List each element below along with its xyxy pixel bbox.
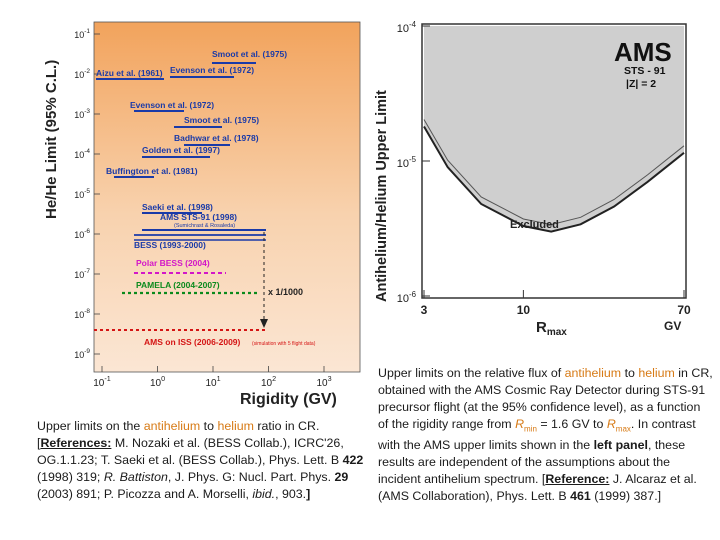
right-caption-rmax: R bbox=[606, 417, 616, 431]
left-y-axis-label: He/He Limit (95% C.L.) bbox=[43, 60, 60, 219]
left-caption-helium: helium bbox=[217, 419, 254, 433]
left-x-tick-label: 10-1 bbox=[93, 374, 111, 389]
label-evenson-1972-b: Evenson et al. (1972) bbox=[130, 100, 214, 110]
right-x-axis-label: Rmax bbox=[536, 319, 567, 338]
left-y-tick-label: 10-3 bbox=[74, 108, 90, 120]
left-y-tick-label: 10-8 bbox=[74, 308, 90, 320]
right-caption-text: . In contrast with the AMS upper limits … bbox=[378, 417, 696, 453]
plot-background bbox=[93, 21, 361, 373]
right-caption-antihelium: antihelium bbox=[564, 366, 622, 380]
upper-limit-curve-shadow bbox=[423, 119, 685, 226]
left-y-tick-label: 10-2 bbox=[74, 68, 90, 80]
right-x-tick-label: 10 bbox=[517, 303, 531, 317]
label-smoot-1975-b: Smoot et al. (1975) bbox=[184, 115, 259, 125]
left-caption-text: , J. Phys. G: Nucl. Part. Phys. bbox=[167, 470, 335, 484]
right-caption-rmax-sub: max bbox=[615, 424, 631, 434]
left-x-tick-label: 100 bbox=[150, 374, 165, 389]
scale-note: x 1/1000 bbox=[268, 287, 303, 297]
left-y-tick-label: 10-4 bbox=[74, 148, 90, 160]
upper-limit-curve bbox=[423, 125, 685, 233]
label-ams-iss: AMS on ISS (2006-2009) bbox=[144, 337, 241, 347]
right-caption-text: to bbox=[621, 366, 639, 380]
right-upper-limit-chart: Antihelium/Helium Upper Limit 10-4 10-5 10… bbox=[374, 20, 691, 338]
right-caption-rmin-sub: min bbox=[524, 424, 537, 434]
right-caption-reference-label: Reference: bbox=[545, 472, 610, 487]
ams-logo: AMS bbox=[614, 37, 672, 67]
left-caption-volume: 29 bbox=[334, 470, 349, 484]
right-caption-text: , these results are independent of the a… bbox=[378, 438, 686, 487]
left-caption-references-label: References: bbox=[40, 436, 112, 450]
right-caption-text: Upper limits on the relative flux of bbox=[378, 366, 565, 380]
left-caption-text: (1998) 319; bbox=[37, 470, 104, 484]
left-caption: Upper limits on the antihelium to helium… bbox=[37, 418, 367, 503]
right-caption-helium: helium bbox=[638, 366, 675, 380]
left-caption-volume: 422 bbox=[342, 453, 364, 467]
left-caption-text: to bbox=[200, 419, 218, 433]
label-golden-1997: Golden et al. (1997) bbox=[142, 145, 220, 155]
left-caption-ibid: ibid. bbox=[252, 487, 276, 501]
left-x-tick-label: 102 bbox=[261, 374, 276, 389]
left-caption-text: M. Nozaki et al. (BESS Collab.), ICRC'26… bbox=[37, 436, 344, 467]
right-caption-text: (1999) 387.] bbox=[590, 489, 662, 504]
label-aizu-1961: Aizu et al. (1961) bbox=[96, 68, 163, 78]
right-x-unit: GV bbox=[664, 319, 681, 333]
label-smoot-1975-a: Smoot et al. (1975) bbox=[212, 49, 287, 59]
left-y-tick-label: 10-1 bbox=[74, 28, 90, 40]
right-y-tick-label: 10-5 bbox=[397, 155, 417, 170]
right-caption-rmin: R bbox=[515, 417, 525, 431]
left-caption-text: , 903. bbox=[275, 487, 307, 501]
right-caption-left-panel: left panel bbox=[593, 438, 648, 453]
label-bess: BESS (1993-2000) bbox=[134, 240, 206, 250]
left-y-tick-label: 10-6 bbox=[74, 228, 90, 240]
charge-label: |Z| = 2 bbox=[626, 78, 656, 90]
right-caption-volume: 461 bbox=[570, 489, 591, 504]
left-y-tick-label: 10-5 bbox=[74, 188, 90, 200]
label-badhwar-1978: Badhwar et al. (1978) bbox=[174, 133, 259, 143]
excluded-label: Excluded bbox=[510, 219, 559, 231]
scale-arrow-head bbox=[260, 319, 268, 328]
label-pamela: PAMELA (2004-2007) bbox=[136, 280, 220, 290]
right-x-tick-label: 70 bbox=[677, 303, 691, 317]
left-caption-author: R. Battiston bbox=[103, 470, 168, 484]
left-caption-bracket: ] bbox=[306, 487, 311, 501]
right-x-tick-label: 3 bbox=[421, 303, 428, 317]
left-caption-antihelium: antihelium bbox=[143, 419, 201, 433]
left-y-tick-label: 10-9 bbox=[74, 348, 90, 360]
left-caption-text: (2003) 891; P. Picozza and A. Morselli, bbox=[37, 487, 253, 501]
left-x-tick-label: 103 bbox=[316, 374, 331, 389]
right-caption-text: J. Alcaraz et al. (AMS Collaboration), P… bbox=[378, 472, 697, 504]
left-x-tick-label: 101 bbox=[205, 374, 220, 389]
left-limit-chart: He/He Limit (95% C.L.) 10-1 10-2 10-3 10-4 1… bbox=[43, 21, 361, 408]
label-ams-sts91: AMS STS-91 (1998) bbox=[160, 212, 237, 222]
right-caption-text: = 1.6 GV to bbox=[536, 417, 607, 431]
experiment-bars bbox=[94, 62, 268, 331]
left-caption-text: Upper limits on the bbox=[37, 419, 144, 433]
left-caption-text: ratio in CR. [ bbox=[37, 419, 320, 450]
right-caption: Upper limits on the relative flux of ant… bbox=[378, 365, 713, 505]
right-y-tick-label: 10-6 bbox=[397, 290, 417, 305]
right-y-tick-label: 10-4 bbox=[397, 20, 417, 35]
label-polar-bess: Polar BESS (2004) bbox=[136, 258, 210, 268]
mission-label: STS - 91 bbox=[624, 65, 666, 77]
left-x-axis-label: Rigidity (GV) bbox=[240, 391, 337, 408]
excluded-region bbox=[424, 26, 684, 232]
label-ams-iss-note: (simulation with 5 flight data) bbox=[252, 341, 316, 347]
label-saeki-1998: Saeki et al. (1998) bbox=[142, 202, 213, 212]
label-ams-sts91-note: (Sumichrast & Rosaleda) bbox=[174, 223, 235, 229]
label-buffington-1981: Buffington et al. (1981) bbox=[106, 166, 198, 176]
right-caption-text: in CR, obtained with the AMS Cosmic Ray … bbox=[378, 366, 713, 431]
right-y-axis-label: Antihelium/Helium Upper Limit bbox=[374, 90, 390, 302]
left-y-tick-label: 10-7 bbox=[74, 268, 90, 280]
label-evenson-1972-a: Evenson et al. (1972) bbox=[170, 65, 254, 75]
